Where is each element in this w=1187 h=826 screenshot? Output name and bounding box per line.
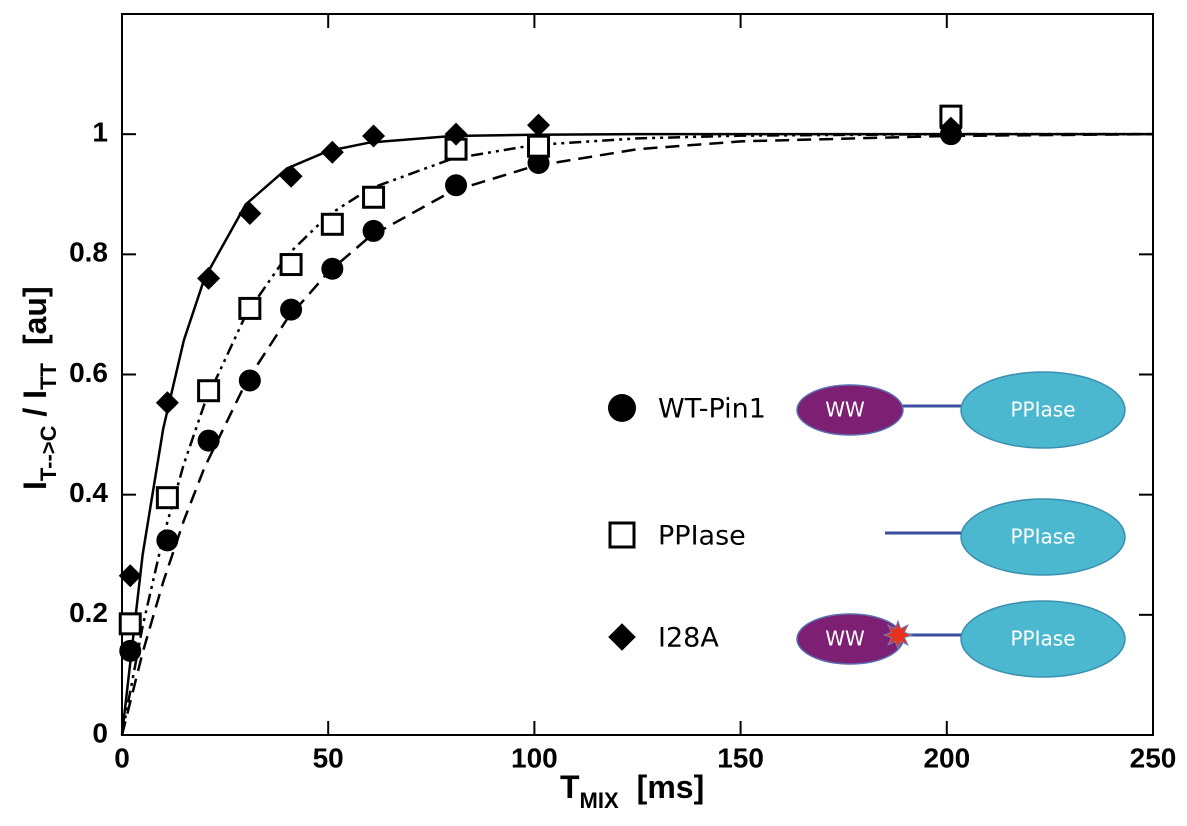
legend: WT-Pin1 WW PPIase PPIase PPIase I28A WW PPIase: [608, 371, 1126, 678]
point: [156, 529, 179, 552]
domain-label: PPIase: [1011, 525, 1076, 549]
y-label-main: I: [17, 481, 53, 490]
y-tick-label: 0.2: [69, 597, 108, 628]
legend-label: I28A: [658, 623, 719, 654]
legend-marker: [608, 521, 636, 549]
point: [118, 564, 142, 588]
point: [362, 124, 386, 148]
y-label-unit: [au]: [17, 286, 53, 345]
x-tick-label: 100: [511, 742, 558, 773]
point: [238, 369, 261, 392]
legend-marker: [608, 394, 636, 422]
y-axis-label: IT-->C / ITT [au]: [17, 286, 60, 490]
x-tick-label: 250: [1130, 742, 1177, 773]
ww-domain: [796, 384, 904, 436]
point: [321, 257, 344, 280]
x-label-main: T: [560, 769, 580, 805]
point: [155, 391, 179, 415]
legend-label: WT-Pin1: [658, 394, 766, 425]
point: [279, 164, 303, 188]
point: [939, 116, 963, 140]
point: [197, 379, 221, 403]
x-axis-label: TMIX [ms]: [560, 769, 704, 812]
ppiase-domain: [960, 371, 1126, 449]
point: [362, 185, 386, 209]
y-tick-label: 0.8: [69, 237, 108, 268]
y-label-mid: / I: [17, 390, 53, 426]
point: [362, 219, 385, 242]
y-tick-label: 0.4: [69, 477, 108, 508]
x-tick-label: 50: [313, 742, 344, 773]
x-tick-label: 200: [923, 742, 970, 773]
point: [238, 201, 262, 225]
point: [280, 298, 303, 321]
point: [155, 486, 179, 510]
point: [444, 122, 468, 146]
x-label-sub: MIX: [580, 788, 619, 813]
ppiase-domain: [960, 498, 1126, 576]
point: [118, 612, 142, 636]
point: [197, 266, 221, 290]
point: [527, 113, 551, 137]
x-label-unit: [ms]: [637, 769, 705, 805]
point: [527, 134, 551, 158]
point: [320, 140, 344, 164]
point: [320, 212, 344, 236]
x-tick-label: 150: [717, 742, 764, 773]
legend-label: PPIase: [658, 521, 746, 552]
point: [238, 296, 262, 320]
point: [445, 174, 468, 197]
y-label-sub: T-->C: [36, 425, 61, 481]
domain-label: WW: [825, 398, 865, 422]
point: [119, 639, 142, 662]
domain-label: WW: [825, 627, 865, 651]
legend-marker: [608, 623, 636, 651]
y-label-sub2: TT: [36, 362, 61, 389]
y-tick-label: 0: [92, 717, 108, 748]
mutation-star: [882, 619, 914, 651]
domain-label: PPIase: [1011, 398, 1076, 422]
y-tick-label: 1: [92, 117, 108, 148]
domain-label: PPIase: [1011, 627, 1076, 651]
x-tick-label: 0: [114, 742, 130, 773]
ppiase-domain: [960, 600, 1126, 678]
y-tick-label: 0.6: [69, 357, 108, 388]
point: [197, 429, 220, 452]
point: [279, 253, 303, 277]
